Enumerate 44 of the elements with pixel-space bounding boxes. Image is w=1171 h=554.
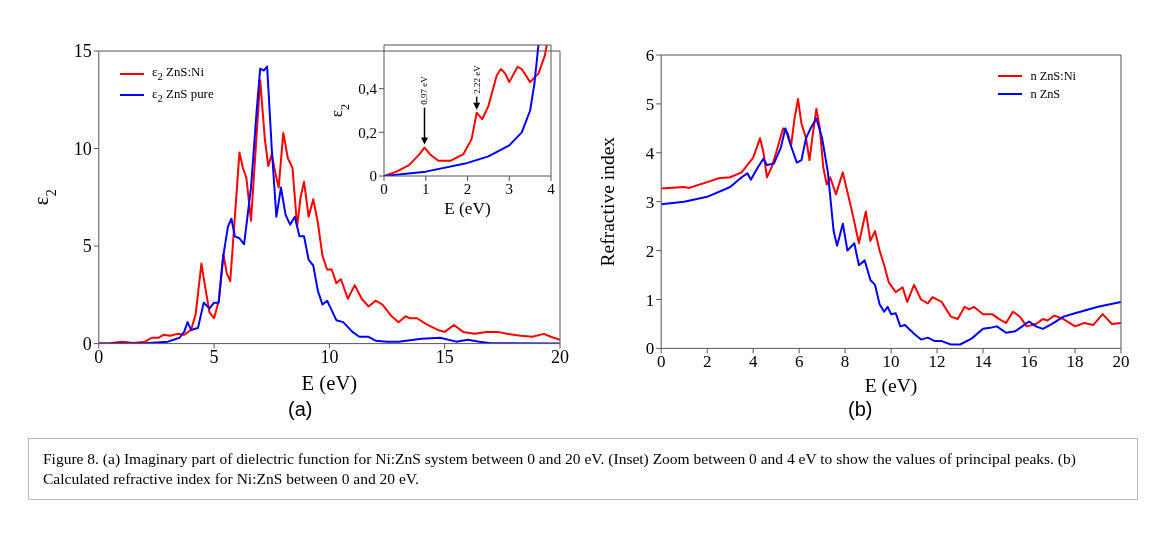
y-tick-label: 0 — [369, 168, 377, 185]
x-tick-label: 15 — [435, 347, 454, 368]
y-axis-title: Refractive index — [596, 136, 618, 267]
x-tick-label: 14 — [974, 352, 993, 372]
x-tick-label: 4 — [748, 352, 758, 372]
x-tick-label: 3 — [505, 180, 513, 197]
y-tick-label: 0,4 — [358, 80, 378, 97]
x-tick-label: 0 — [380, 180, 388, 197]
y-tick-label: 5 — [82, 236, 92, 257]
y-tick-label: 0 — [82, 333, 92, 354]
x-tick-label: 2 — [463, 180, 472, 197]
x-axis-title: E (eV) — [444, 199, 491, 218]
y-tick-label: 10 — [73, 138, 92, 159]
y-tick-label: 0,2 — [358, 124, 377, 141]
x-axis-title: E (eV) — [301, 372, 358, 395]
y-tick-label: 1 — [645, 290, 655, 310]
legend-label: ε$_{2}$ ZnS pure — [152, 85, 214, 106]
x-tick-label: 18 — [1066, 352, 1084, 372]
x-tick-label: 2 — [702, 352, 712, 372]
text: (a) — [288, 398, 313, 421]
x-tick-label: 10 — [320, 347, 339, 368]
legend-label: n ZnS — [1030, 86, 1061, 103]
x-tick-label: 8 — [840, 352, 850, 372]
x-tick-label: 12 — [928, 352, 946, 372]
x-tick-label: 5 — [209, 347, 219, 368]
legend-label: n ZnS:Ni — [1030, 68, 1076, 85]
legend-label: ε$_{2}$ ZnS:Ni — [152, 64, 204, 84]
x-tick-label: 6 — [794, 352, 804, 372]
annotation: 0.97 eV — [419, 75, 430, 105]
y-tick-label: 4 — [645, 143, 655, 163]
caption: Figure 8. (a) Imaginary part of dielectric function for Ni:ZnS system between 0 and 20 eV. (Inset) Zoom between 0 and 4 eV to show the values of principal peaks. (b) Calculated refractive index for Ni:ZnS between 0 and 20 eV. — [28, 438, 1138, 500]
x-tick-label: 4 — [547, 180, 556, 197]
x-tick-label: 10 — [882, 352, 900, 372]
x-tick-label: 1 — [422, 180, 430, 197]
x-tick-label: 20 — [1112, 352, 1130, 372]
y-tick-label: 5 — [645, 94, 655, 114]
y-tick-label: 15 — [73, 41, 92, 62]
x-tick-label: 16 — [1020, 352, 1038, 372]
y-tick-label: 2 — [645, 241, 655, 261]
x-tick-label: 20 — [551, 347, 569, 368]
y-tick-label: 6 — [645, 46, 655, 66]
x-axis-title: E (eV) — [864, 375, 918, 397]
text: (b) — [848, 398, 873, 421]
annotation: 2.22 eV — [471, 64, 482, 94]
